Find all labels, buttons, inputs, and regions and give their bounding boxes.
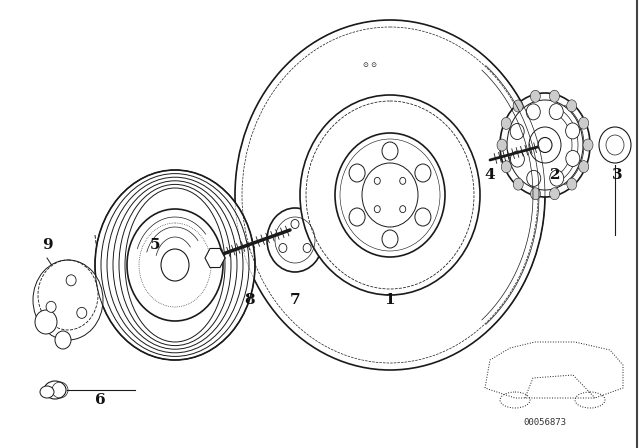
Ellipse shape <box>579 161 589 172</box>
Ellipse shape <box>500 93 590 197</box>
Ellipse shape <box>599 127 631 163</box>
Ellipse shape <box>550 90 559 102</box>
Text: 6: 6 <box>95 393 106 407</box>
Ellipse shape <box>501 117 511 129</box>
Ellipse shape <box>40 386 54 398</box>
Text: 9: 9 <box>42 238 52 252</box>
Ellipse shape <box>300 95 480 295</box>
Text: 2: 2 <box>550 168 560 182</box>
Ellipse shape <box>279 244 287 253</box>
Text: ⊙ ⊙: ⊙ ⊙ <box>363 62 377 68</box>
Ellipse shape <box>362 163 418 227</box>
Ellipse shape <box>579 117 589 129</box>
Ellipse shape <box>46 302 56 312</box>
Ellipse shape <box>529 127 561 163</box>
Ellipse shape <box>507 100 583 190</box>
Text: 4: 4 <box>484 168 495 182</box>
Ellipse shape <box>513 100 523 112</box>
Text: 5: 5 <box>150 238 160 252</box>
Ellipse shape <box>566 100 577 112</box>
Ellipse shape <box>235 20 545 370</box>
Ellipse shape <box>303 244 311 253</box>
Ellipse shape <box>497 139 507 151</box>
Ellipse shape <box>566 123 580 139</box>
Ellipse shape <box>349 164 365 182</box>
Text: 00056873: 00056873 <box>524 418 566 427</box>
Ellipse shape <box>513 178 524 190</box>
Ellipse shape <box>415 164 431 182</box>
Ellipse shape <box>66 275 76 286</box>
Ellipse shape <box>531 90 540 102</box>
Ellipse shape <box>566 151 580 167</box>
Ellipse shape <box>44 381 66 399</box>
Ellipse shape <box>550 170 564 186</box>
Ellipse shape <box>567 178 577 190</box>
Ellipse shape <box>526 104 540 120</box>
Ellipse shape <box>538 138 552 152</box>
Ellipse shape <box>161 249 189 281</box>
Text: 7: 7 <box>290 293 300 307</box>
Ellipse shape <box>374 206 380 213</box>
Ellipse shape <box>415 208 431 226</box>
Ellipse shape <box>510 124 524 139</box>
Ellipse shape <box>382 230 398 248</box>
Text: 1: 1 <box>385 293 396 307</box>
Ellipse shape <box>400 206 406 213</box>
Ellipse shape <box>382 142 398 160</box>
Ellipse shape <box>335 133 445 257</box>
Ellipse shape <box>527 170 541 186</box>
Polygon shape <box>205 249 225 267</box>
Ellipse shape <box>550 188 559 200</box>
Ellipse shape <box>400 177 406 185</box>
Text: 8: 8 <box>244 293 255 307</box>
Ellipse shape <box>267 208 323 272</box>
Ellipse shape <box>291 220 299 228</box>
Ellipse shape <box>55 331 71 349</box>
Text: 3: 3 <box>612 168 622 182</box>
Ellipse shape <box>583 139 593 151</box>
Ellipse shape <box>510 151 524 167</box>
Ellipse shape <box>127 209 223 321</box>
Ellipse shape <box>35 310 57 334</box>
Ellipse shape <box>77 307 87 319</box>
Ellipse shape <box>95 170 255 360</box>
Ellipse shape <box>549 103 563 120</box>
Ellipse shape <box>33 260 103 340</box>
Ellipse shape <box>349 208 365 226</box>
Ellipse shape <box>501 161 511 173</box>
Ellipse shape <box>531 188 540 200</box>
Ellipse shape <box>374 177 380 185</box>
